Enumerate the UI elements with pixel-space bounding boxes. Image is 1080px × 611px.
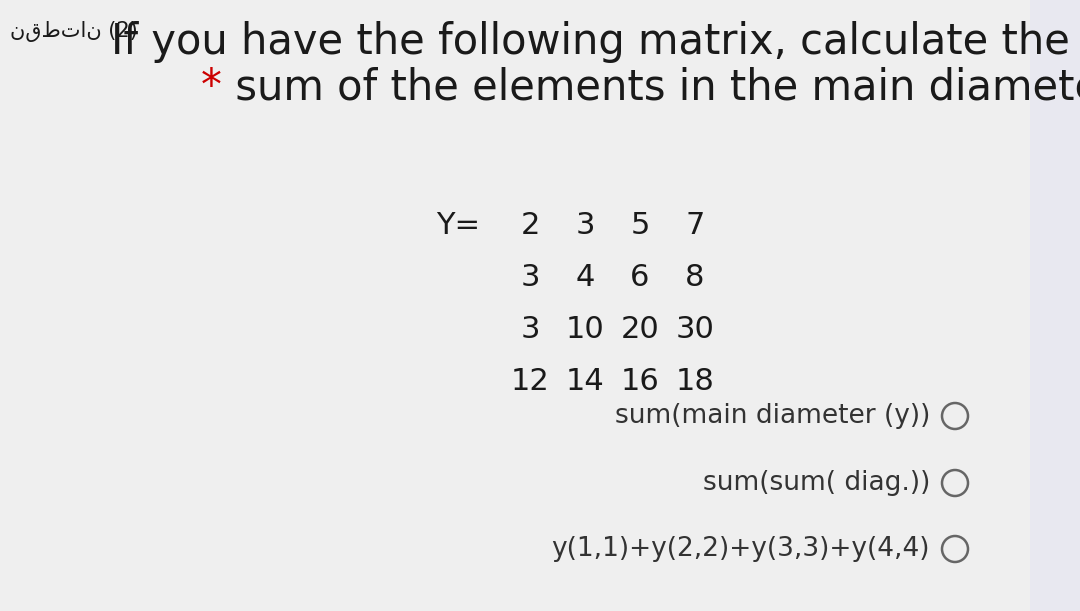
Text: 8: 8 — [685, 263, 705, 292]
Text: sum(sum( diag.)): sum(sum( diag.)) — [703, 470, 930, 496]
Text: Y=: Y= — [436, 211, 480, 240]
Text: sum of the elements in the main diameter: sum of the elements in the main diameter — [222, 66, 1080, 108]
Text: 12: 12 — [511, 367, 550, 396]
Text: sum(main diameter (y)): sum(main diameter (y)) — [615, 403, 930, 429]
Text: 4: 4 — [576, 263, 595, 292]
Text: 3: 3 — [521, 315, 540, 344]
Text: 6: 6 — [631, 263, 650, 292]
Text: 30: 30 — [676, 315, 715, 344]
Text: 18: 18 — [676, 367, 715, 396]
Text: 5: 5 — [631, 211, 650, 240]
Text: 20: 20 — [621, 315, 660, 344]
Text: نقطتان (2): نقطتان (2) — [10, 21, 138, 42]
Text: 14: 14 — [566, 367, 605, 396]
Text: 3: 3 — [521, 263, 540, 292]
Bar — [1030, 0, 1080, 611]
Text: 7: 7 — [686, 211, 704, 240]
Text: 10: 10 — [566, 315, 605, 344]
Text: 2: 2 — [521, 211, 540, 240]
Text: 3: 3 — [576, 211, 595, 240]
Text: 16: 16 — [621, 367, 660, 396]
Text: If you have the following matrix, calculate the: If you have the following matrix, calcul… — [110, 21, 1069, 63]
Text: *: * — [201, 66, 222, 108]
Text: y(1,1)+y(2,2)+y(3,3)+y(4,4): y(1,1)+y(2,2)+y(3,3)+y(4,4) — [552, 536, 930, 562]
